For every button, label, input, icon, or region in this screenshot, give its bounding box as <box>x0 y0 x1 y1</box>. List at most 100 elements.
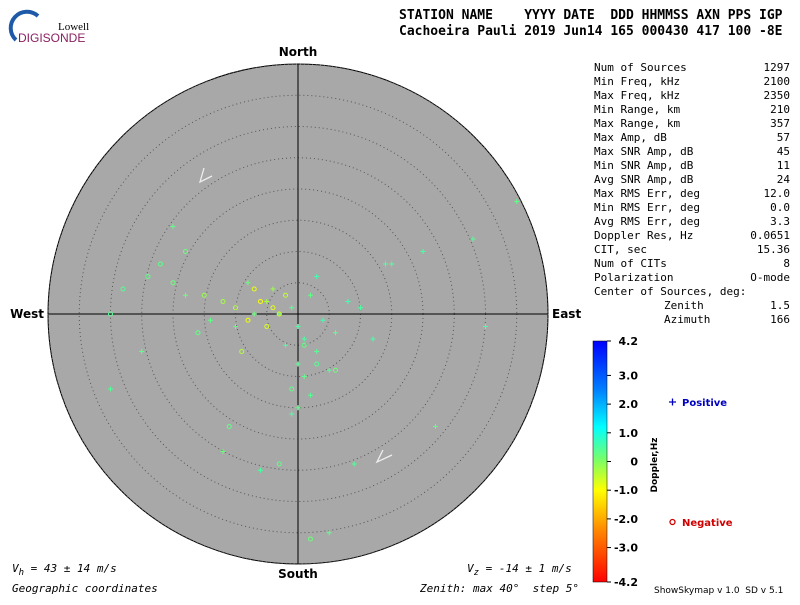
source-plus <box>295 361 301 367</box>
stat-name: Num of CITs <box>594 257 667 270</box>
colorbar-tick-label: 3.0 <box>619 369 639 382</box>
source-circle <box>220 299 226 304</box>
stat-value: 166 <box>770 313 790 326</box>
source-plus <box>108 386 113 392</box>
source-plus <box>251 311 257 317</box>
vh-text: = 43 ± 14 m/s <box>24 562 117 575</box>
logo-bottom: DIGISONDE <box>18 31 85 45</box>
source-circle <box>239 349 245 354</box>
source-plus <box>301 336 307 342</box>
source-plus <box>295 405 301 411</box>
stat-name: Max Freq, kHz <box>594 89 680 102</box>
source-plus <box>358 305 363 311</box>
coords: Geographic coordinates <box>12 582 158 595</box>
stat-name: Max Range, km <box>594 117 680 130</box>
source-circle <box>226 424 232 429</box>
stat-value: 12.0 <box>764 187 791 200</box>
source-plus <box>264 299 270 304</box>
source-plus <box>345 299 351 304</box>
source-plus <box>283 342 288 348</box>
stat-name: Max SNR Amp, dB <box>594 145 694 158</box>
source-circle <box>333 367 338 373</box>
source-circle <box>158 261 163 267</box>
legend-marker <box>669 518 676 526</box>
source-circle <box>301 342 307 348</box>
legend-label: Negative <box>682 518 733 529</box>
source-plus <box>326 367 332 373</box>
stat-name: Avg RMS Err, deg <box>594 215 700 228</box>
source-plus <box>470 236 476 242</box>
source-plus <box>233 324 238 329</box>
source-plus <box>320 317 326 323</box>
source-plus <box>270 286 276 292</box>
source-circle <box>251 286 257 292</box>
stat-value: 1.5 <box>770 299 790 312</box>
stat-name: Zenith <box>664 299 704 312</box>
source-circle <box>201 292 207 298</box>
stat-name: Doppler Res, Hz <box>594 229 693 242</box>
direction-label: West <box>10 307 44 321</box>
stat-value: 8 <box>783 257 790 270</box>
stat-value: 357 <box>770 117 790 130</box>
stat-value: O-mode <box>750 271 790 284</box>
stat-name: Avg SNR Amp, dB <box>594 173 694 186</box>
source-plus <box>370 336 376 342</box>
stat-value: 0.0 <box>770 201 790 214</box>
stat-name: CIT, sec <box>594 243 647 256</box>
source-plus <box>389 261 395 267</box>
stat-name: Max RMS Err, deg <box>594 187 700 200</box>
colorbar-tick-label: 0 <box>630 456 638 469</box>
source-circle <box>276 311 282 317</box>
source-plus <box>183 292 188 298</box>
stat-name: Num of Sources <box>594 61 687 74</box>
stat-value: 24 <box>777 173 791 186</box>
stat-section: Center of Sources, deg: <box>594 285 746 298</box>
stat-name: Polarization <box>594 271 673 284</box>
colorbar-tick-label: -1.0 <box>614 484 638 497</box>
source-circle <box>108 311 113 317</box>
source-plus <box>433 424 438 429</box>
source-plus <box>514 199 520 204</box>
header-line: Cachoeira Pauli 2019 Jun14 165 000430 41… <box>399 24 783 39</box>
colorbar-tick-label: -2.0 <box>614 513 638 526</box>
source-plus <box>295 324 301 329</box>
stat-value: 2350 <box>764 89 791 102</box>
source-circle <box>283 292 288 298</box>
source-plus <box>326 530 332 536</box>
stat-value: 1297 <box>764 61 791 74</box>
colorbar-tick-label: -4.2 <box>614 576 638 589</box>
legend-marker <box>669 398 676 406</box>
stat-name: Max Amp, dB <box>594 131 667 144</box>
header-line: STATION NAME YYYY DATE DDD HHMMSS AXN PP… <box>399 8 783 23</box>
source-circle <box>258 299 263 304</box>
vh-symbol: V <box>12 562 20 575</box>
source-plus <box>289 411 295 417</box>
vz: Vz = -14 ± 1 m/s <box>467 562 572 578</box>
source-plus <box>289 305 295 311</box>
stat-name: Azimuth <box>664 313 710 326</box>
zenith-info: Zenith: max 40° step 5° <box>419 582 579 595</box>
stat-value: 210 <box>770 103 790 116</box>
source-plus <box>139 349 145 354</box>
source-plus <box>314 349 320 354</box>
stat-value: 2100 <box>764 75 791 88</box>
vz-text: = -14 ± 1 m/s <box>479 562 572 575</box>
colorbar-label: Doppler,Hz <box>650 437 660 492</box>
stat-value: 0.0651 <box>750 229 790 242</box>
velocity-mark <box>198 167 213 184</box>
colorbar-tick-label: -3.0 <box>614 542 638 555</box>
direction-label: North <box>279 45 317 59</box>
source-plus <box>308 392 313 398</box>
legend-label: Positive <box>682 398 727 409</box>
stat-name: Min Freq, kHz <box>594 75 680 88</box>
source-plus <box>301 374 307 379</box>
source-plus <box>170 224 176 229</box>
source-plus <box>351 461 357 467</box>
source-circle <box>195 330 201 336</box>
version: ShowSkymap v 1.0 SD v 5.1 <box>654 586 783 596</box>
vz-sub: z <box>474 568 479 578</box>
colorbar-tick-label: 2.0 <box>619 398 639 411</box>
stat-value: 45 <box>777 145 790 158</box>
source-circle <box>183 249 188 254</box>
source-circle <box>233 305 238 311</box>
